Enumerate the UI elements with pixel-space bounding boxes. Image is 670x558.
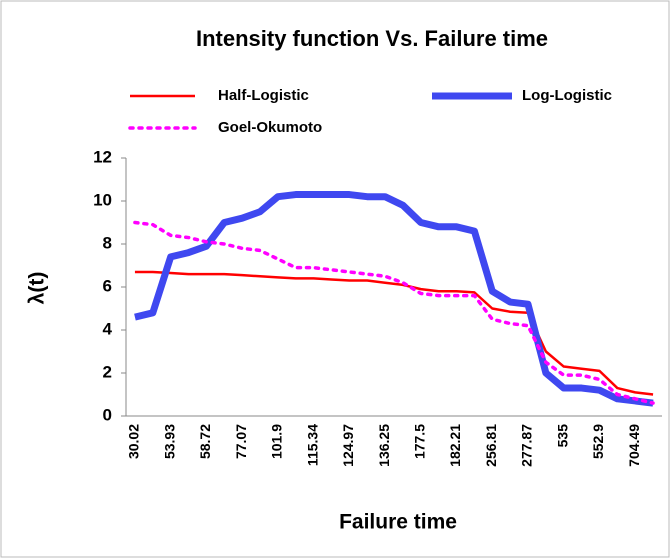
y-tick-label: 6	[103, 276, 112, 295]
y-tick-label: 4	[103, 319, 113, 338]
y-tick-label: 2	[103, 362, 112, 381]
y-tick-label: 0	[103, 405, 112, 424]
x-tick-label: 30.02	[126, 424, 142, 459]
y-tick-label: 10	[93, 190, 112, 209]
legend-label: Log-Logistic	[522, 87, 612, 104]
x-tick-label: 535	[554, 424, 570, 448]
x-tick-label: 77.07	[233, 424, 249, 459]
x-tick-label: 115.34	[304, 424, 320, 466]
x-axis-label: Failure time	[339, 511, 457, 534]
x-tick-label: 177.5	[412, 424, 428, 459]
x-tick-label: 136.25	[376, 424, 392, 467]
y-tick-label: 8	[103, 233, 112, 252]
legend-label: Goel-Okumoto	[218, 119, 322, 136]
legend-label: Half-Logistic	[218, 87, 309, 104]
x-tick-label: 277.87	[519, 424, 535, 467]
line-series	[134, 191, 654, 407]
line-series	[134, 270, 654, 396]
x-tick-label: 101.9	[269, 424, 285, 459]
x-tick-label: 58.72	[197, 424, 213, 459]
x-tick-label: 256.81	[483, 424, 499, 467]
y-tick-label: 12	[93, 147, 112, 166]
x-tick-label: 53.93	[161, 424, 177, 459]
x-tick-label: 704.49	[626, 424, 642, 467]
x-tick-label: 124.97	[340, 424, 356, 467]
y-axis-label: λ(t)	[26, 272, 49, 305]
line-series	[133, 220, 655, 405]
x-tick-label: 182.21	[447, 424, 463, 467]
chart-title: Intensity function Vs. Failure time	[196, 26, 548, 51]
x-tick-label: 552.9	[590, 424, 606, 459]
